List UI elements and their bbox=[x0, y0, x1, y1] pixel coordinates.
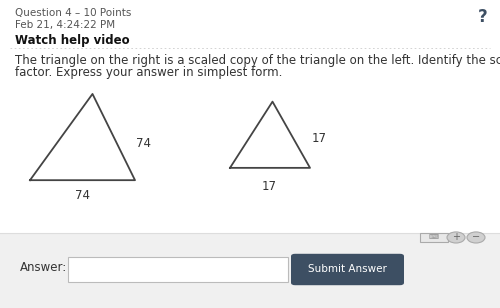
FancyBboxPatch shape bbox=[0, 233, 500, 308]
Text: The triangle on the right is a scaled copy of the triangle on the left. Identify: The triangle on the right is a scaled co… bbox=[15, 54, 500, 67]
Text: ⌨: ⌨ bbox=[428, 234, 438, 241]
Text: −: − bbox=[472, 233, 480, 242]
Circle shape bbox=[467, 232, 485, 243]
Text: Submit Answer: Submit Answer bbox=[308, 265, 387, 274]
Text: factor. Express your answer in simplest form.: factor. Express your answer in simplest … bbox=[15, 66, 282, 79]
Text: Feb 21, 4:24:22 PM: Feb 21, 4:24:22 PM bbox=[15, 20, 115, 30]
Text: 17: 17 bbox=[312, 132, 326, 145]
Circle shape bbox=[447, 232, 465, 243]
Text: Answer:: Answer: bbox=[20, 261, 67, 274]
FancyBboxPatch shape bbox=[420, 233, 448, 242]
Text: 74: 74 bbox=[75, 189, 90, 202]
Text: 74: 74 bbox=[136, 137, 151, 150]
FancyBboxPatch shape bbox=[291, 254, 404, 285]
FancyBboxPatch shape bbox=[68, 257, 288, 282]
Text: Watch help video: Watch help video bbox=[15, 34, 130, 47]
Text: +: + bbox=[452, 233, 460, 242]
Text: Question 4 – 10 Points: Question 4 – 10 Points bbox=[15, 8, 132, 18]
Text: 17: 17 bbox=[262, 180, 276, 193]
Text: ?: ? bbox=[478, 8, 488, 26]
